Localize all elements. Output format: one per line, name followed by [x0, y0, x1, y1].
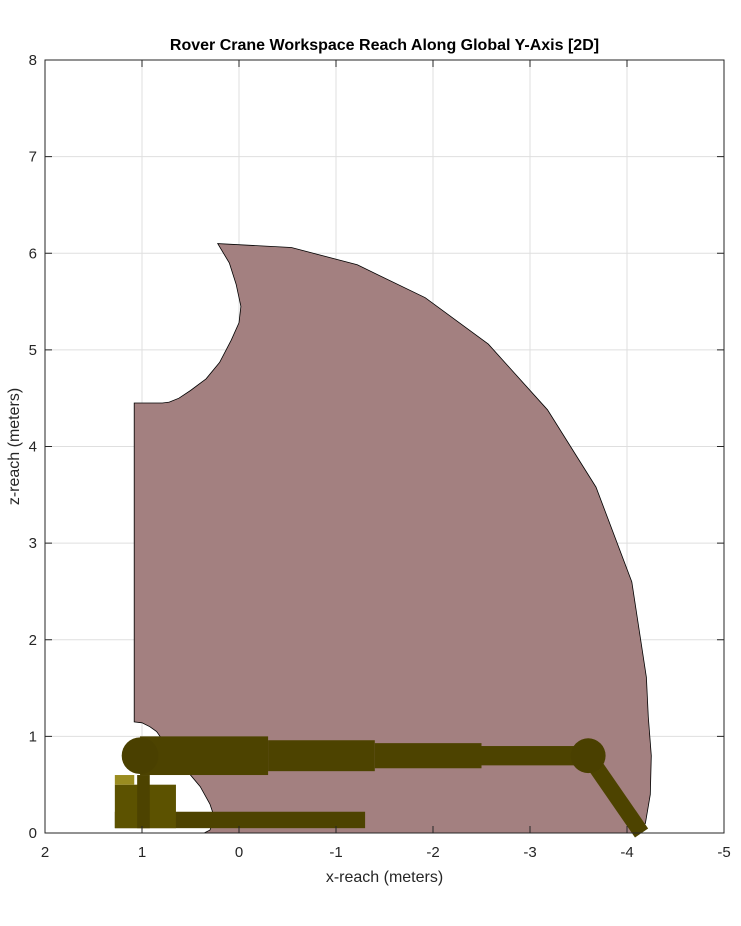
y-tick-label: 6 — [29, 245, 37, 262]
y-tick-label: 4 — [29, 439, 37, 456]
data-layer — [114, 243, 652, 838]
crane-boom-segment-2 — [268, 740, 375, 772]
y-tick-label: 3 — [29, 535, 37, 552]
y-tick-label: 5 — [29, 342, 37, 359]
crane-boom-segment-4 — [481, 746, 589, 766]
y-tick-label: 8 — [29, 52, 37, 69]
x-tick-label: 0 — [235, 844, 243, 861]
y-tick-label: 0 — [29, 825, 37, 842]
x-tick-label: -2 — [426, 844, 439, 861]
ticks: 2 1 0 -1 -2 -3 -4 -5 0 1 2 3 4 5 6 7 8 — [29, 52, 731, 861]
crane-boom-segment-3 — [374, 743, 482, 769]
chart-title: Rover Crane Workspace Reach Along Global… — [170, 37, 599, 54]
crane-shoulder-joint — [121, 737, 159, 775]
x-tick-label: -3 — [523, 844, 536, 861]
crane-accent — [114, 775, 135, 785]
crane-track — [114, 811, 366, 829]
x-axis-label: x-reach (meters) — [326, 869, 443, 886]
y-tick-label: 2 — [29, 632, 37, 649]
x-tick-label: -1 — [329, 844, 342, 861]
y-tick-label: 1 — [29, 728, 37, 745]
y-axis-label: z-reach (meters) — [6, 388, 23, 505]
x-tick-label: -4 — [620, 844, 633, 861]
crane-mast — [137, 775, 150, 829]
y-tick-label: 7 — [29, 149, 37, 166]
crane-boom-segment-1 — [140, 736, 269, 776]
x-tick-label: 1 — [138, 844, 146, 861]
crane-elbow-joint — [570, 738, 606, 774]
x-tick-label: -5 — [717, 844, 730, 861]
x-tick-label: 2 — [41, 844, 49, 861]
